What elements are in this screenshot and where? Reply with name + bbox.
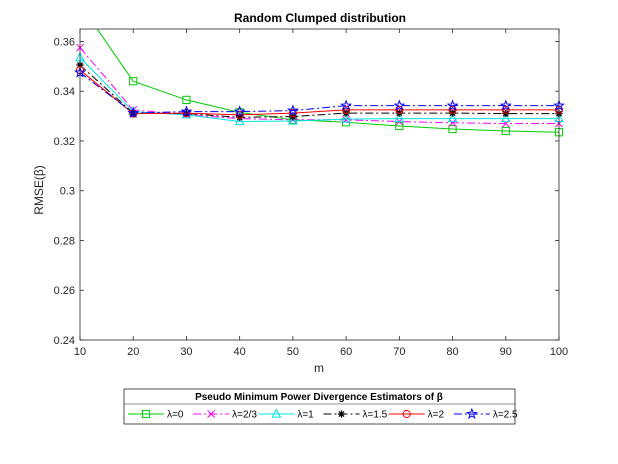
legend-marker [207, 410, 216, 418]
legend-label: λ=2.5 [493, 410, 518, 421]
x-axis-label: m [314, 361, 324, 375]
x-axis: 10 20 30 40 50 60 70 80 90 100 [74, 29, 568, 358]
data-point [129, 109, 138, 118]
x-tick-label: 80 [446, 346, 458, 358]
legend-items: λ=0 λ=2/3 λ=1 λ=1.5 λ=2 λ=2.5 [128, 407, 518, 421]
data-point [448, 118, 457, 127]
data-point [395, 105, 404, 114]
y-tick-label: 0.36 [54, 36, 75, 48]
legend-marker [337, 410, 346, 418]
plot-frame [79, 28, 560, 341]
data-point [394, 112, 405, 123]
data-point [286, 104, 299, 116]
x-tick-label: 10 [74, 346, 86, 358]
legend-label: λ=1 [297, 410, 314, 421]
data-point [236, 113, 244, 121]
legend: Pseudo Minimum Power Divergence Estimato… [123, 388, 518, 425]
data-point [340, 99, 353, 111]
data-point [395, 121, 404, 131]
plot-area [74, 28, 565, 341]
y-tick-label: 0.32 [54, 136, 75, 148]
data-point [129, 77, 138, 86]
data-point [233, 105, 246, 117]
legend-marker [141, 409, 151, 419]
x-tick-label: 30 [180, 346, 192, 358]
data-point [127, 106, 140, 119]
x-tick-label: 50 [287, 346, 299, 358]
x-tick-label: 70 [393, 346, 405, 358]
data-point [287, 115, 298, 125]
legend-label: λ=2 [428, 410, 445, 421]
data-point [501, 126, 510, 136]
plot-background [80, 29, 559, 340]
y-tick-label: 0.3 [60, 186, 75, 198]
legend-item: λ=1 [258, 408, 314, 421]
data-point [393, 99, 406, 111]
y-tick-label: 0.34 [54, 86, 75, 98]
legend-label: λ=0 [167, 410, 184, 421]
legend-label: λ=1.5 [363, 410, 388, 421]
data-point [447, 112, 458, 123]
data-point [180, 105, 193, 117]
data-point [342, 105, 351, 114]
legend-marker [465, 407, 478, 420]
chart-title: Random Clumped distribution [234, 11, 406, 25]
y-axis-label: RMSE(β) [32, 165, 46, 215]
y-tick-label: 0.24 [54, 335, 75, 347]
data-point [182, 108, 191, 118]
data-point [235, 110, 244, 119]
series-line [96, 29, 559, 133]
series-line [80, 69, 559, 116]
legend-item: λ=2.5 [453, 407, 518, 421]
data-point [448, 124, 457, 134]
y-axis: 0.24 0.26 0.28 0.3 0.32 0.34 0.36 [54, 36, 559, 347]
data-point [341, 113, 352, 123]
legend-box [123, 388, 516, 425]
data-point [499, 99, 512, 111]
x-tick-label: 60 [340, 346, 352, 358]
data-point [446, 99, 459, 111]
x-tick-label: 40 [234, 346, 246, 358]
x-tick-label: 100 [550, 346, 568, 358]
x-tick-label: 20 [127, 346, 139, 358]
legend-marker [271, 408, 282, 418]
data-point [182, 95, 191, 105]
data-point [500, 112, 511, 123]
legend-item: λ=1.5 [323, 410, 388, 421]
data-point [448, 105, 457, 114]
data-point [234, 115, 245, 126]
data-point [288, 108, 297, 118]
legend-item: λ=2/3 [193, 410, 257, 421]
legend-item: λ=2 [388, 409, 445, 421]
y-tick-label: 0.28 [54, 235, 75, 247]
legend-title: Pseudo Minimum Power Divergence Estimato… [195, 392, 443, 403]
y-tick-label: 0.26 [54, 285, 75, 297]
legend-item: λ=0 [128, 410, 184, 421]
legend-label: λ=2/3 [232, 410, 257, 421]
legend-marker [402, 409, 411, 419]
data-point [501, 105, 510, 114]
data-point [501, 119, 510, 128]
x-tick-label: 90 [500, 346, 512, 358]
